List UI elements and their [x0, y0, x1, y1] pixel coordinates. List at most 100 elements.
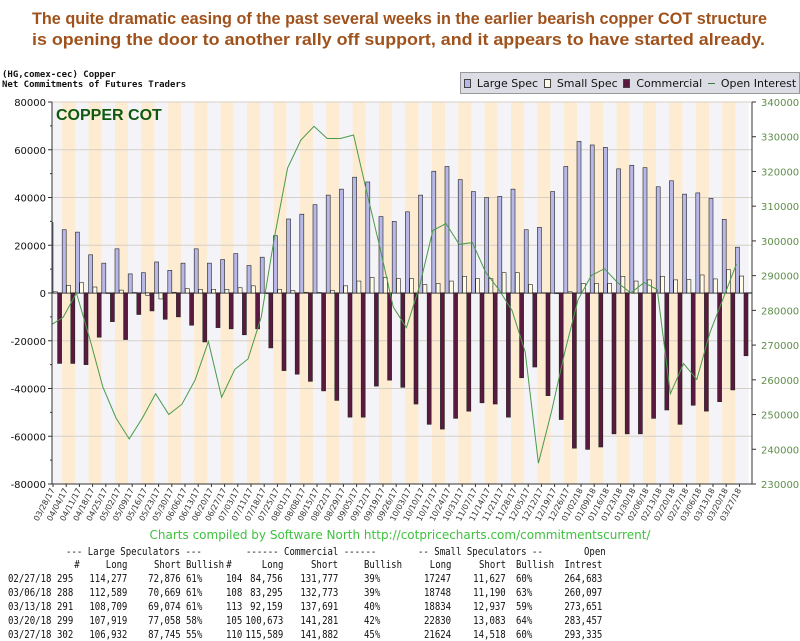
large-spec-bar — [286, 218, 291, 294]
small-spec-bar — [580, 283, 586, 294]
commercial-bar — [228, 292, 234, 330]
large-spec-bar — [589, 144, 595, 294]
small-spec-bar — [567, 291, 573, 294]
right-tick-label: 320000 — [761, 167, 799, 178]
commercial-bar — [506, 292, 511, 418]
table-cell: 18748 — [423, 586, 451, 599]
small-spec-bar — [224, 289, 230, 294]
commercial-bar — [453, 292, 458, 419]
left-tick-label: -20000 — [11, 337, 46, 348]
table-cell: 288 — [57, 586, 74, 599]
right-tick-label: 280000 — [761, 306, 799, 317]
table-cell: 83,295 — [250, 586, 283, 599]
commercial-bar — [690, 292, 696, 406]
large-spec-bar — [365, 181, 371, 294]
large-spec-bar — [563, 166, 569, 294]
table-cell: 295 — [57, 572, 74, 585]
table-cell: 110 — [226, 628, 243, 641]
table-column-header: Intrest — [563, 558, 602, 571]
left-tick-label: -60000 — [11, 432, 46, 443]
table-column-header: Short — [478, 558, 506, 571]
legend-label: Open Interest — [720, 76, 797, 90]
table-cell: 59% — [516, 600, 533, 613]
large-spec-swatch — [463, 79, 471, 88]
table-row-date: 03/06/18 — [8, 586, 52, 599]
legend-small-spec: Small Spec — [543, 76, 618, 90]
large-spec-bar — [497, 196, 503, 294]
small-spec-bar — [79, 282, 84, 294]
table-column-header: Short — [153, 558, 181, 571]
legend-commercial: Commercial — [623, 77, 702, 90]
commercial-bar — [268, 292, 274, 349]
table-cell: 283,457 — [563, 614, 602, 627]
table-cell: 60% — [516, 628, 533, 641]
small-spec-bar — [132, 292, 137, 294]
large-spec-bar — [642, 167, 648, 294]
table-cell: 18834 — [423, 600, 451, 613]
commercial-bar — [202, 292, 208, 343]
large-spec-bar — [603, 147, 608, 294]
small-spec-bar — [594, 283, 599, 294]
large-spec-bar — [233, 253, 239, 294]
commercial-bar — [730, 292, 736, 391]
commercial-bar — [308, 292, 313, 382]
large-spec-bar — [405, 211, 410, 294]
small-spec-bar — [528, 284, 533, 294]
table-cell: 63% — [516, 586, 533, 599]
large-spec-bar — [141, 272, 146, 294]
large-spec-bar — [616, 168, 621, 294]
small-spec-bar — [343, 285, 349, 294]
table-cell: 115,589 — [244, 628, 283, 641]
large-spec-bar — [259, 256, 265, 294]
large-spec-bar — [75, 231, 80, 294]
right-tick-label: 270000 — [761, 341, 799, 352]
large-spec-bar — [299, 213, 305, 294]
large-spec-bar — [523, 229, 529, 294]
right-tick-label: 250000 — [761, 411, 799, 422]
legend-open-interest: Open Interest — [707, 76, 797, 90]
right-tick-label: 310000 — [761, 202, 799, 213]
table-cell: 61% — [186, 572, 203, 585]
commercial-bar — [360, 292, 366, 418]
small-spec-bar — [330, 290, 335, 294]
table-cell: 72,876 — [148, 572, 181, 585]
table-group-header: Open — [584, 545, 606, 558]
commercial-bar — [321, 292, 326, 392]
table-cell: 58% — [186, 614, 203, 627]
small-spec-bar — [699, 274, 705, 294]
small-spec-bar — [119, 289, 124, 294]
commercial-bar — [162, 292, 168, 320]
legend-label: Small Spec — [556, 76, 618, 90]
table-cell: 260,097 — [563, 586, 602, 599]
large-spec-bar — [655, 186, 661, 294]
table-cell: 107,919 — [88, 614, 127, 627]
table-cell: 13,083 — [473, 614, 506, 627]
commercial-bar — [545, 292, 551, 396]
table-cell: 106,932 — [88, 628, 127, 641]
legend-label: Large Spec — [476, 76, 539, 90]
table-cell: 55% — [186, 628, 203, 641]
small-spec-bar — [145, 292, 150, 296]
small-spec-bar — [607, 283, 613, 294]
table-cell: 105 — [226, 614, 243, 627]
table-cell: 84,756 — [250, 572, 283, 585]
small-spec-bar — [554, 292, 560, 295]
commercial-bar — [572, 292, 577, 449]
table-cell: 11,627 — [473, 572, 506, 585]
large-spec-bar — [721, 219, 727, 294]
left-tick-label: -40000 — [11, 385, 46, 396]
table-cell: 108 — [226, 586, 243, 599]
large-spec-bar — [537, 227, 542, 294]
table-cell: 113 — [226, 600, 243, 613]
small-spec-bar — [185, 288, 190, 294]
table-cell: 141,882 — [299, 628, 338, 641]
large-spec-bar — [550, 191, 555, 294]
commercial-bar — [677, 292, 683, 425]
small-spec-bar — [198, 289, 203, 294]
large-spec-bar — [576, 141, 582, 294]
small-spec-bar — [422, 284, 428, 294]
small-spec-bar — [105, 292, 111, 294]
large-spec-bar — [669, 180, 674, 294]
small-spec-bar — [369, 277, 375, 294]
large-spec-bar — [339, 188, 344, 294]
